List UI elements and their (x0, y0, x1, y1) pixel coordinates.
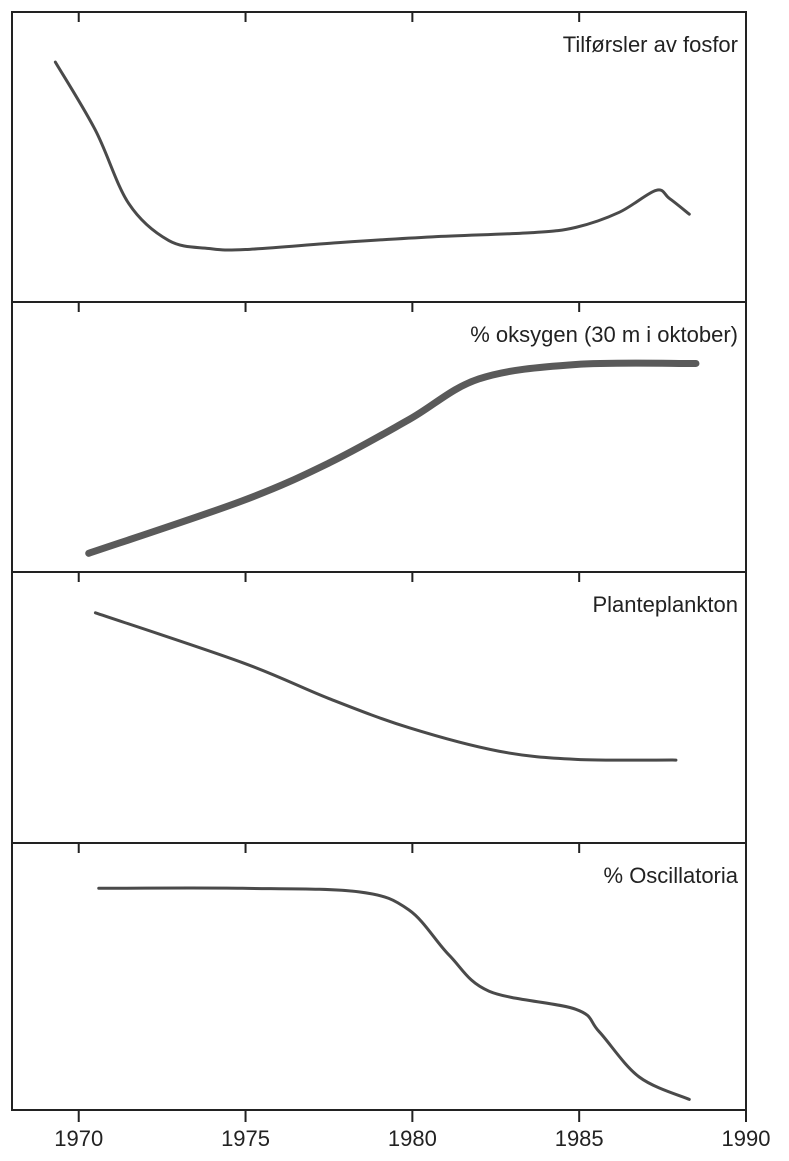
x-tick-label: 1990 (722, 1126, 771, 1151)
data-line (85, 359, 700, 557)
data-line (93, 611, 678, 762)
panel-title: Tilførsler av fosfor (563, 32, 738, 57)
x-tick-label: 1975 (221, 1126, 270, 1151)
panel-title: Planteplankton (592, 592, 738, 617)
panel-title: % Oscillatoria (604, 863, 739, 888)
panel-frame (11, 842, 747, 1111)
x-tick-label: 1970 (54, 1126, 103, 1151)
panel-title: % oksygen (30 m i oktober) (470, 322, 738, 347)
x-tick-label: 1980 (388, 1126, 437, 1151)
data-line (53, 60, 691, 252)
data-line (97, 886, 691, 1101)
x-tick-label: 1985 (555, 1126, 604, 1151)
